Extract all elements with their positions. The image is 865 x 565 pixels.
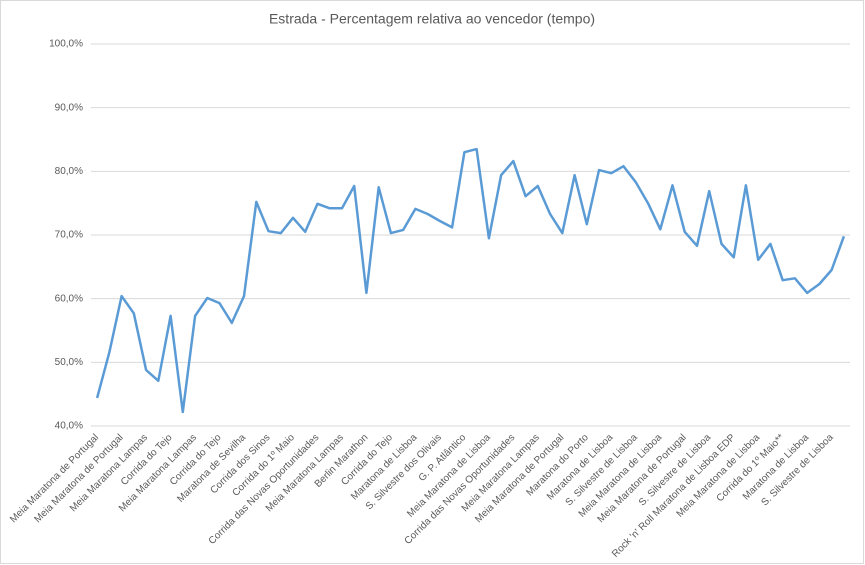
y-tick-label: 40,0% — [55, 421, 83, 432]
y-tick-label: 50,0% — [55, 357, 83, 368]
chart-title: Estrada - Percentagem relativa ao venced… — [269, 11, 595, 27]
y-tick-label: 90,0% — [55, 102, 83, 113]
y-tick-label: 100,0% — [49, 39, 83, 50]
y-tick-label: 80,0% — [55, 166, 83, 177]
data-line — [95, 147, 846, 414]
y-tick-label: 70,0% — [55, 230, 83, 241]
y-tick-label: 60,0% — [55, 293, 83, 304]
